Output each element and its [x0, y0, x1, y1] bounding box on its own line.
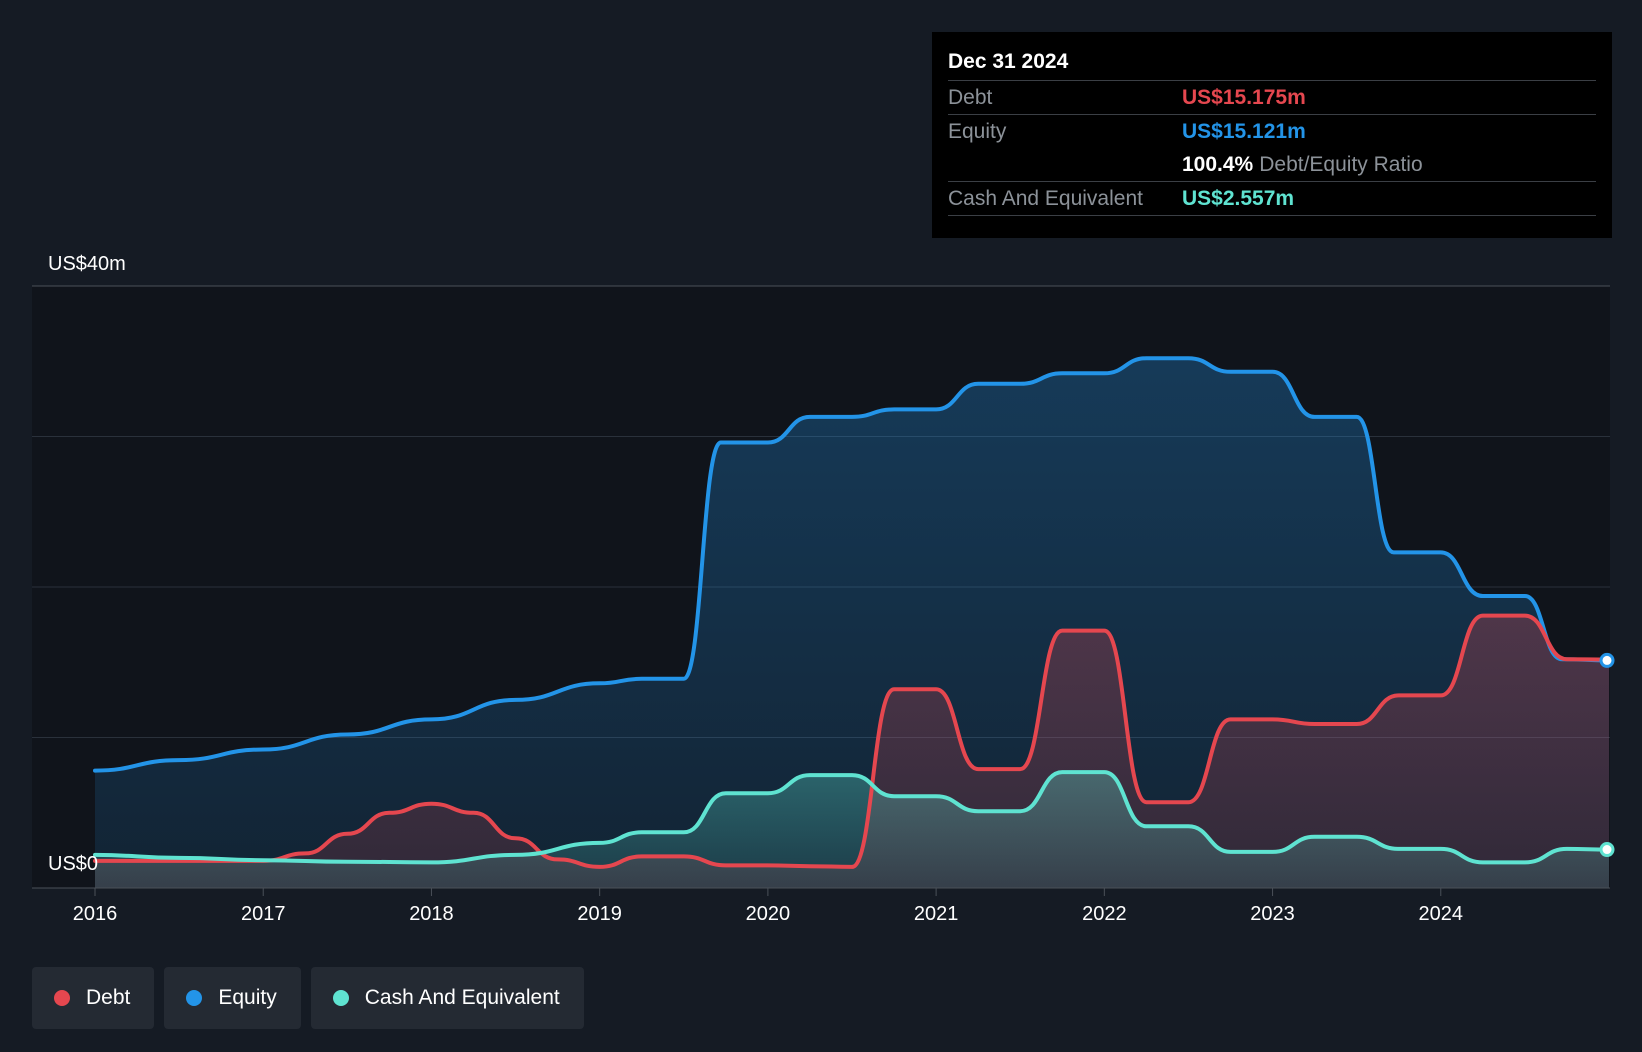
data-tooltip: Dec 31 2024 Debt US$15.175m Equity US$15… [932, 32, 1612, 238]
tooltip-ratio-value: 100.4% [1182, 153, 1254, 176]
legend-label-equity: Equity [218, 986, 277, 1009]
tooltip-equity-value: US$15.121m [1182, 120, 1306, 143]
x-tick-label-2019: 2019 [577, 903, 622, 925]
x-axis-ticks: 2016 2017 2018 2019 2020 2021 2022 2023 2024 [73, 888, 1463, 925]
x-tick-label-2017: 2017 [241, 903, 286, 925]
series-lines [93, 356, 1611, 869]
line-equity [93, 356, 1611, 773]
y-axis-bottom-label: US$0 [48, 853, 98, 875]
chart-legend: Debt Equity Cash And Equivalent [32, 967, 594, 1029]
end-marker-cash-and-equivalent[interactable] [1599, 842, 1615, 858]
tooltip-equity-row: Equity US$15.121m [948, 115, 1596, 148]
tooltip-cash-label: Cash And Equivalent [948, 187, 1143, 210]
x-tick-label-2022: 2022 [1082, 903, 1127, 925]
legend-label-debt: Debt [86, 986, 131, 1009]
x-tick-label-2016: 2016 [73, 903, 118, 925]
legend-item-cash[interactable]: Cash And Equivalent [310, 967, 584, 1029]
x-tick-label-2020: 2020 [746, 903, 791, 925]
tooltip-date: Dec 31 2024 [948, 46, 1596, 81]
tooltip-cash-row: Cash And Equivalent US$2.557m [948, 182, 1596, 216]
tooltip-debt-label: Debt [948, 86, 993, 109]
legend-item-debt[interactable]: Debt [32, 967, 155, 1029]
tooltip-debt-row: Debt US$15.175m [948, 81, 1596, 115]
legend-dot-debt-icon [54, 990, 70, 1006]
line-cash-and-equivalent [93, 770, 1611, 865]
line-debt [93, 613, 1611, 869]
legend-item-equity[interactable]: Equity [164, 967, 301, 1029]
end-marker-equity[interactable] [1599, 652, 1615, 668]
legend-label-cash: Cash And Equivalent [364, 986, 560, 1009]
tooltip-debt-value: US$15.175m [1182, 86, 1306, 109]
x-tick-label-2024: 2024 [1419, 903, 1464, 925]
tooltip-cash-value: US$2.557m [1182, 187, 1295, 210]
x-tick-label-2023: 2023 [1250, 903, 1295, 925]
tooltip-equity-label: Equity [948, 120, 1007, 143]
area-debt [95, 615, 1609, 888]
x-tick-label-2021: 2021 [914, 903, 959, 925]
x-tick-label-2018: 2018 [409, 903, 454, 925]
end-markers [1599, 652, 1615, 858]
legend-dot-cash-icon [332, 990, 349, 1006]
tooltip-ratio-row: 100.4% Debt/Equity Ratio [948, 148, 1596, 182]
tooltip-ratio-label: Debt/Equity Ratio [1259, 153, 1423, 176]
debt-equity-chart: 2016 2017 2018 2019 2020 2021 2022 2023 2024 US$… [32, 253, 1615, 925]
legend-dot-equity-icon [186, 990, 203, 1006]
tooltip-ratio-spacer [948, 148, 1182, 181]
y-axis-top-label: US$40m [48, 253, 126, 275]
